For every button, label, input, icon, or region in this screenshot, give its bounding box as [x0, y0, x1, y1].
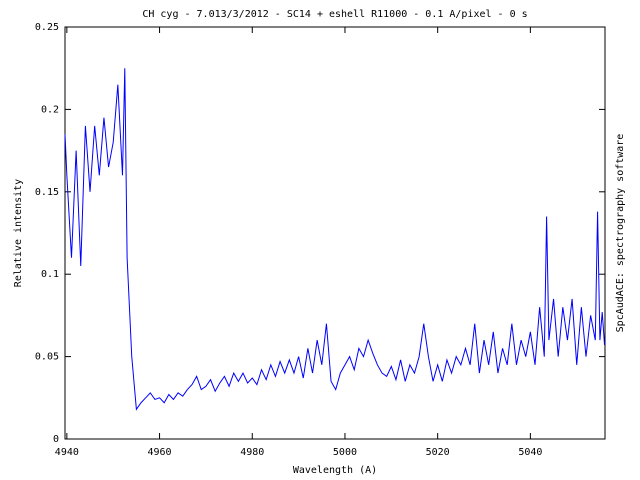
x-tick-label: 4980 — [240, 447, 264, 458]
x-tick-label: 5040 — [518, 447, 542, 458]
x-tick-label: 5000 — [333, 447, 357, 458]
x-tick-label: 5020 — [426, 447, 450, 458]
y-tick-label: 0 — [53, 434, 59, 445]
x-axis-label: Wavelength (A) — [293, 465, 377, 476]
x-tick-label: 4960 — [148, 447, 172, 458]
y-tick-label: 0.15 — [35, 187, 59, 198]
chart-title: CH cyg - 7.013/3/2012 - SC14 + eshell R1… — [142, 9, 527, 20]
spectrum-line — [64, 68, 606, 411]
plot-frame — [64, 26, 606, 440]
y-tick-label: 0.05 — [35, 352, 59, 363]
y-tick-label: 0.25 — [35, 22, 59, 33]
side-note: SpcAudACE: spectrography software — [615, 134, 626, 333]
x-tick-label: 4940 — [55, 447, 79, 458]
y-tick-label: 0.2 — [41, 104, 59, 115]
y-axis-label: Relative intensity — [13, 179, 24, 287]
y-tick-label: 0.1 — [41, 269, 59, 280]
